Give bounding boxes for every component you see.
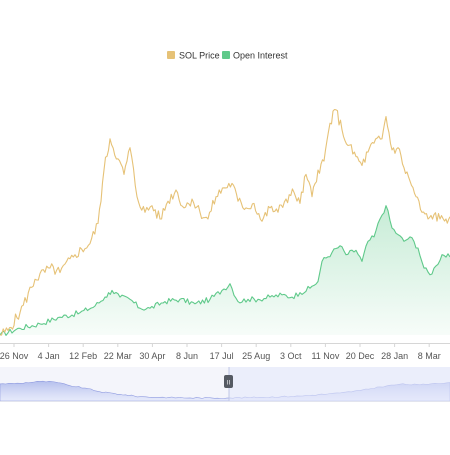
range-navigator[interactable]: II <box>0 367 450 402</box>
x-axis: 26 Nov 4 Jan 12 Feb 22 Mar 30 Apr 8 Jun 17 Jul… <box>0 343 450 361</box>
x-tick-label: 22 Mar <box>104 351 132 361</box>
legend-label-open-interest: Open Interest <box>233 51 288 61</box>
x-tick-label: 12 Feb <box>69 351 97 361</box>
x-tick-label: 8 Mar <box>418 351 441 361</box>
open-interest-line <box>0 205 450 336</box>
legend-item-open-interest[interactable]: Open Interest <box>222 51 288 61</box>
x-tick-label: 26 Nov <box>0 351 29 361</box>
legend-swatch-sol-price <box>167 51 175 59</box>
open-interest-area <box>0 205 450 336</box>
legend-swatch-open-interest <box>222 51 230 59</box>
legend-label-sol-price: SOL Price <box>179 51 220 61</box>
x-tick-label: 4 Jan <box>38 351 60 361</box>
x-tick-label: 28 Jan <box>381 351 408 361</box>
sol-price-line <box>0 108 450 336</box>
x-tick-label: 17 Jul <box>210 351 234 361</box>
x-tick-label: 11 Nov <box>311 351 339 361</box>
navigator-selected-range <box>229 367 450 401</box>
navigator-handle-grip-icon: II <box>227 381 231 387</box>
x-tick-label: 25 Aug <box>242 351 270 361</box>
navigator-handle[interactable]: II <box>224 375 233 388</box>
legend[interactable]: SOL Price Open Interest <box>167 51 288 61</box>
x-tick-label: 3 Oct <box>280 351 302 361</box>
x-tick-label: 30 Apr <box>139 351 165 361</box>
x-tick-label: 20 Dec <box>346 351 375 361</box>
plot-area <box>0 108 450 336</box>
navigator-handle-body <box>224 375 233 388</box>
x-tick-label: 8 Jun <box>176 351 198 361</box>
legend-item-sol-price[interactable]: SOL Price <box>167 51 220 61</box>
